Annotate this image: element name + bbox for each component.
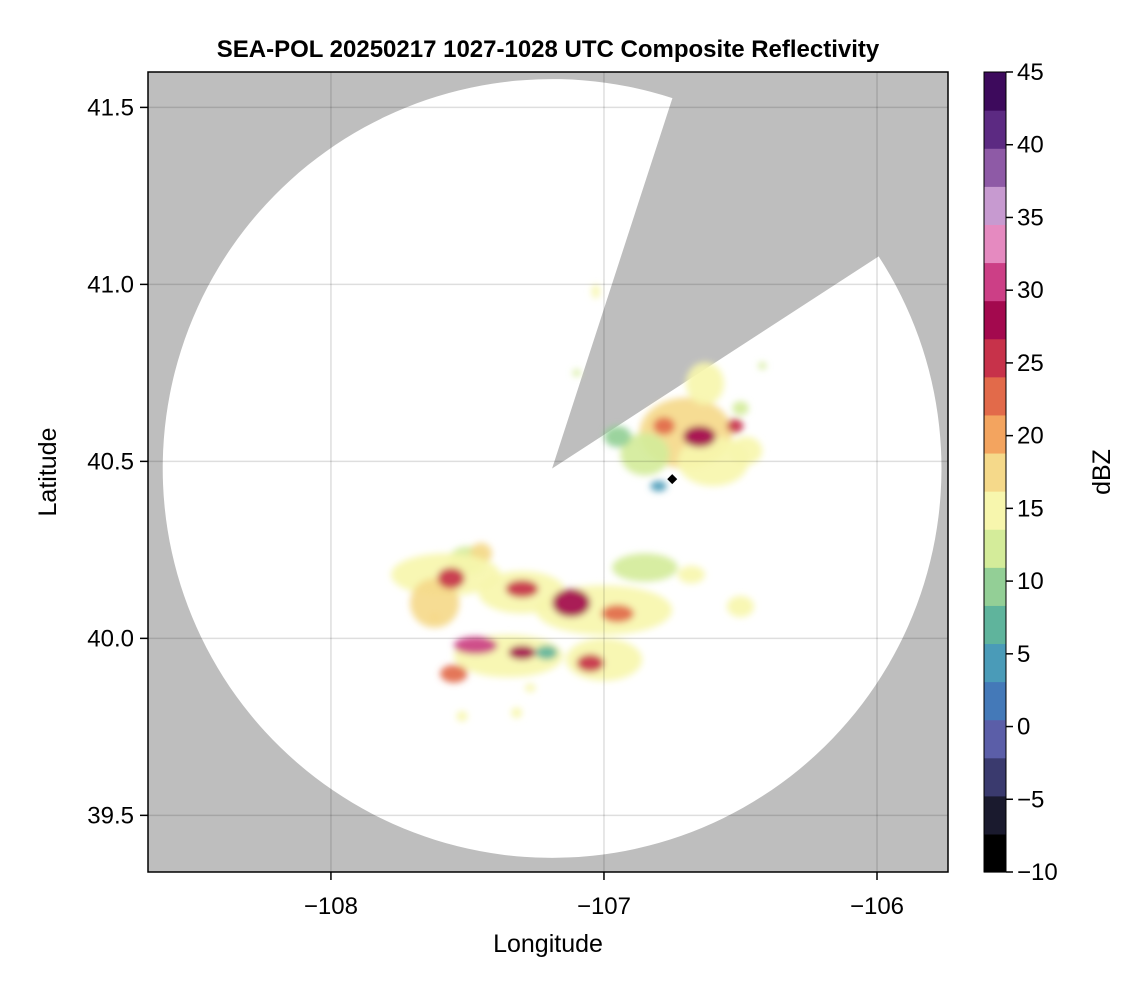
colorbar-segment: [984, 529, 1006, 568]
colorbar-segment: [984, 224, 1006, 264]
echo-cell: [572, 369, 581, 377]
x-axis: −108 −107 −106: [304, 872, 904, 920]
y-tick-label: 40.0: [87, 625, 134, 652]
echo-cell: [508, 645, 536, 660]
colorbar-tick-label: 10: [1017, 568, 1044, 595]
colorbar-segment: [984, 757, 1006, 797]
x-tick-label: −106: [850, 893, 904, 920]
colorbar-segment: [984, 262, 1006, 302]
colorbar-segment: [984, 186, 1006, 225]
radar-coverage-area: [162, 79, 942, 858]
colorbar-segment: [984, 414, 1006, 454]
x-axis-label: Longitude: [493, 930, 603, 958]
colorbar-ticks: −10 −5 0 5 10 15 20 25 30 35 40 45: [1006, 59, 1058, 886]
echo-cell: [603, 425, 632, 448]
colorbar-tick-label: 45: [1017, 59, 1044, 86]
echo-cell: [524, 683, 536, 693]
echo-cell: [726, 418, 744, 434]
colorbar-tick-label: 5: [1017, 641, 1030, 668]
colorbar-segment: [984, 567, 1006, 606]
colorbar-frame: [983, 71, 1007, 873]
y-tick-label: 41.5: [87, 94, 134, 121]
echo-cell: [650, 480, 667, 492]
echo-cell: [729, 436, 763, 465]
echo-cell: [576, 654, 604, 672]
y-tick-label: 39.5: [87, 802, 134, 829]
echo-cell: [456, 710, 468, 722]
colorbar-tick-label: 35: [1017, 204, 1044, 231]
colorbar-segment: [984, 110, 1006, 149]
echo-cell: [410, 578, 460, 628]
colorbar-segment: [984, 795, 1006, 835]
colorbar-segment: [984, 833, 1006, 873]
grid-lines: [148, 72, 948, 872]
colorbar-label: dBZ: [1088, 449, 1116, 495]
colorbar-segment: [984, 338, 1006, 378]
echo-layer: [391, 284, 767, 722]
colorbar: [984, 72, 1006, 873]
site-marker: [667, 474, 678, 485]
echo-cell: [437, 567, 465, 589]
colorbar-tick-label: 15: [1017, 495, 1044, 522]
colorbar-segment: [984, 376, 1006, 416]
echo-cell: [552, 588, 591, 618]
plot-frame: [147, 71, 949, 873]
colorbar-tick-label: −10: [1017, 859, 1058, 886]
echo-cell: [732, 401, 749, 416]
echo-cell: [453, 636, 498, 655]
echo-cell: [591, 284, 600, 299]
echo-cell: [612, 553, 678, 582]
y-tick-label: 40.5: [87, 448, 134, 475]
echo-cell: [620, 433, 670, 476]
x-tick-label: −107: [577, 893, 631, 920]
colorbar-segment: [984, 72, 1006, 111]
colorbar-tick-label: 25: [1017, 350, 1044, 377]
colorbar-segment: [984, 605, 1006, 645]
echo-cell: [685, 362, 725, 405]
y-tick-label: 41.0: [87, 271, 134, 298]
colorbar-segment: [984, 300, 1006, 340]
colorbar-segment: [984, 681, 1006, 721]
colorbar-segment: [984, 643, 1006, 683]
colorbar-tick-label: 40: [1017, 132, 1044, 159]
echo-cell: [505, 579, 539, 598]
echo-cell: [683, 425, 716, 448]
echo-cell: [511, 707, 523, 719]
colorbar-tick-label: 20: [1017, 423, 1044, 450]
echo-cell: [601, 604, 635, 623]
colorbar-segment: [984, 148, 1006, 187]
y-axis-label: Latitude: [34, 428, 62, 517]
chart-title: SEA-POL 20250217 1027-1028 UTC Composite…: [217, 36, 880, 63]
echo-cell: [535, 645, 558, 660]
echo-cell: [677, 565, 705, 584]
colorbar-segment: [984, 719, 1006, 759]
x-tick-label: −108: [304, 893, 358, 920]
echo-cell: [440, 664, 468, 683]
echo-cell: [653, 417, 675, 435]
echo-cell: [429, 612, 441, 622]
plot-area: [148, 72, 948, 872]
echo-cell: [758, 362, 767, 370]
colorbar-tick-label: −5: [1017, 786, 1044, 813]
colorbar-tick-label: 0: [1017, 714, 1030, 741]
y-axis: 39.5 40.0 40.5 41.0 41.5: [87, 94, 148, 829]
colorbar-segment: [984, 491, 1006, 530]
colorbar-tick-label: 30: [1017, 277, 1044, 304]
echo-cell: [726, 595, 755, 618]
colorbar-segment: [984, 452, 1006, 492]
